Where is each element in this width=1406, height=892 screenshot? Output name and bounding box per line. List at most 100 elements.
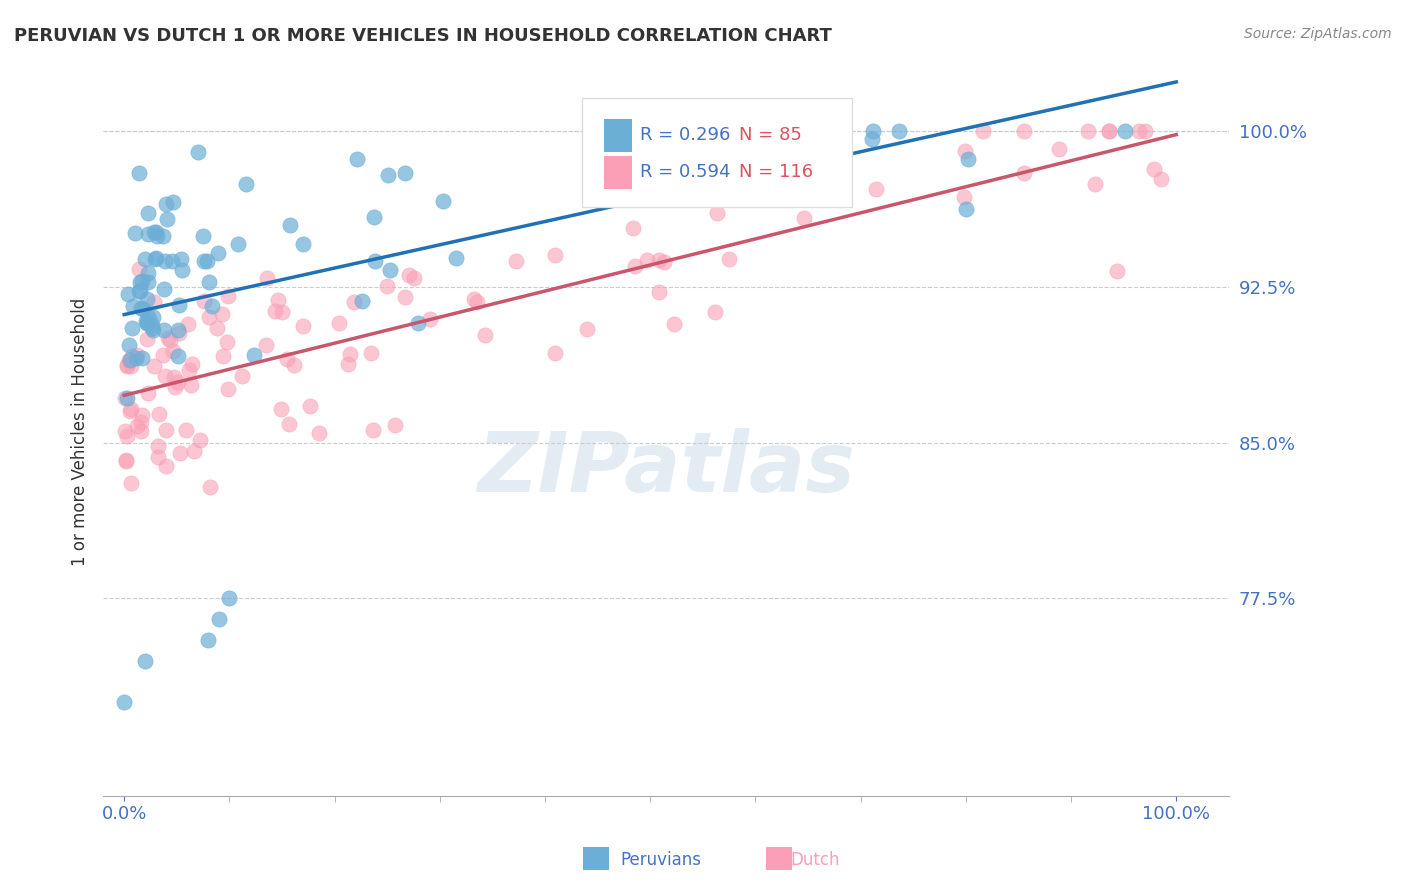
Point bbox=[135, 314, 157, 328]
Point bbox=[298, 399, 321, 413]
Text: R = 0.296: R = 0.296 bbox=[640, 127, 731, 145]
Point bbox=[1143, 162, 1166, 177]
Point bbox=[181, 357, 204, 371]
Point bbox=[176, 423, 198, 437]
Point bbox=[398, 268, 420, 282]
Point bbox=[187, 145, 209, 160]
Point bbox=[146, 228, 169, 243]
Point bbox=[1133, 124, 1156, 138]
Point bbox=[827, 183, 849, 197]
Point bbox=[308, 425, 330, 440]
Point bbox=[115, 454, 138, 468]
Point bbox=[193, 294, 215, 309]
Point bbox=[205, 321, 228, 335]
Point bbox=[120, 402, 142, 417]
Point bbox=[128, 284, 150, 298]
Text: Dutch: Dutch bbox=[790, 851, 841, 869]
Point bbox=[145, 225, 167, 239]
Point bbox=[591, 154, 613, 169]
Point bbox=[337, 357, 360, 371]
Point bbox=[120, 359, 142, 373]
Point bbox=[1128, 124, 1150, 138]
Point bbox=[197, 310, 219, 324]
Point bbox=[155, 459, 177, 474]
Text: PERUVIAN VS DUTCH 1 OR MORE VEHICLES IN HOUSEHOLD CORRELATION CHART: PERUVIAN VS DUTCH 1 OR MORE VEHICLES IN … bbox=[14, 27, 832, 45]
Point bbox=[118, 353, 141, 368]
Point bbox=[291, 236, 314, 251]
Point bbox=[283, 358, 305, 372]
Point bbox=[153, 369, 176, 384]
Point bbox=[339, 346, 361, 360]
Point bbox=[143, 225, 166, 239]
Point bbox=[167, 326, 190, 340]
Point bbox=[141, 318, 163, 332]
Point bbox=[621, 220, 644, 235]
Point bbox=[217, 382, 239, 396]
Point bbox=[384, 418, 406, 433]
Point bbox=[163, 379, 186, 393]
Point bbox=[114, 391, 136, 405]
Point bbox=[128, 166, 150, 180]
Point bbox=[862, 124, 884, 138]
Point bbox=[1014, 124, 1036, 138]
Point bbox=[717, 252, 740, 267]
Point bbox=[1047, 142, 1070, 156]
Point bbox=[652, 255, 675, 269]
Point bbox=[267, 293, 290, 307]
FancyBboxPatch shape bbox=[582, 97, 852, 207]
Point bbox=[135, 292, 157, 306]
Point bbox=[1114, 124, 1136, 138]
Point bbox=[134, 252, 156, 266]
Point bbox=[162, 253, 184, 268]
Point bbox=[465, 295, 488, 310]
Point bbox=[208, 612, 231, 626]
Text: N = 85: N = 85 bbox=[740, 127, 801, 145]
Point bbox=[129, 275, 152, 289]
Point bbox=[132, 301, 155, 316]
Point bbox=[136, 227, 159, 241]
Point bbox=[177, 318, 200, 332]
Point bbox=[361, 423, 384, 437]
Point bbox=[350, 294, 373, 309]
Point bbox=[191, 228, 214, 243]
Point bbox=[363, 210, 385, 224]
Point bbox=[162, 370, 184, 384]
Point bbox=[636, 252, 658, 267]
Point bbox=[169, 445, 191, 459]
Point bbox=[544, 346, 567, 360]
Point bbox=[444, 251, 467, 265]
Point bbox=[264, 304, 287, 318]
Point bbox=[706, 205, 728, 219]
Point bbox=[328, 316, 350, 330]
Point bbox=[394, 290, 416, 304]
Point bbox=[159, 333, 181, 347]
Point bbox=[360, 346, 382, 360]
Point bbox=[121, 349, 143, 363]
Point bbox=[957, 152, 980, 166]
Point bbox=[505, 253, 527, 268]
Point bbox=[404, 270, 426, 285]
Point bbox=[747, 160, 769, 174]
Point bbox=[120, 403, 142, 417]
Point bbox=[432, 194, 454, 209]
Point bbox=[364, 254, 387, 268]
Point bbox=[127, 348, 149, 362]
Point bbox=[152, 229, 174, 244]
Text: Source: ZipAtlas.com: Source: ZipAtlas.com bbox=[1244, 27, 1392, 41]
Point bbox=[155, 197, 177, 211]
Point bbox=[197, 632, 219, 647]
Point bbox=[134, 654, 156, 668]
Point bbox=[117, 286, 139, 301]
Point bbox=[167, 323, 190, 337]
Text: Peruvians: Peruvians bbox=[620, 851, 702, 869]
Point bbox=[254, 338, 277, 352]
Point bbox=[136, 206, 159, 220]
Point bbox=[860, 132, 883, 146]
Point bbox=[112, 695, 135, 709]
Point bbox=[148, 450, 170, 464]
Point bbox=[162, 344, 184, 359]
Point bbox=[142, 323, 165, 337]
Point bbox=[419, 312, 441, 326]
Point bbox=[135, 332, 157, 346]
Point bbox=[131, 351, 153, 365]
